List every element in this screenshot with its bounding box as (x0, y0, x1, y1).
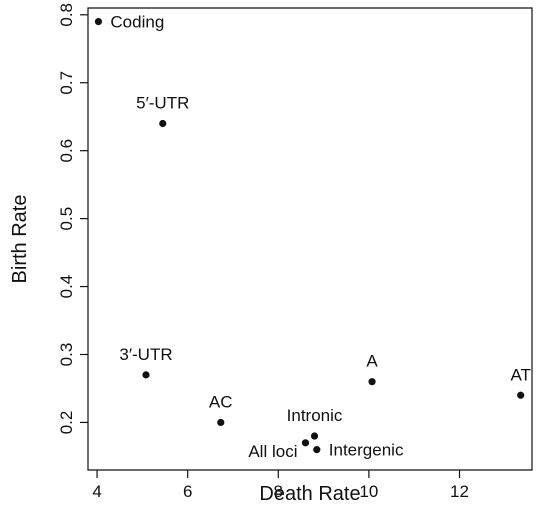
y-tick-label: 0.3 (57, 343, 76, 367)
x-tick-label: 8 (274, 482, 283, 501)
y-axis-title: Birth Rate (9, 195, 31, 284)
data-point (142, 371, 150, 379)
y-tick-label: 0.8 (57, 3, 76, 27)
x-tick-label: 4 (92, 482, 101, 501)
axis-frame (87, 7, 533, 471)
x-tick-label: 12 (450, 482, 469, 501)
data-point (368, 378, 376, 386)
point-label: Intronic (287, 406, 343, 425)
point-label: 5′-UTR (136, 94, 189, 113)
data-point (159, 119, 167, 128)
data-point (517, 391, 525, 399)
x-tick-label: 6 (183, 482, 192, 501)
point-label: AT (510, 365, 530, 384)
y-tick-label: 0.2 (57, 411, 76, 435)
point-label: 3′-UTR (119, 345, 172, 364)
data-point (310, 432, 319, 440)
axes: 4 6 8 10 12 0.2 0.3 0.4 0.5 0.6 0.7 0.8 (57, 3, 533, 501)
x-tick-label: 10 (359, 482, 378, 501)
x-ticks: 4 6 8 10 12 (92, 470, 469, 501)
data-point (94, 17, 103, 26)
data-point (301, 439, 310, 447)
data-point (217, 418, 225, 427)
y-tick-label: 0.6 (57, 139, 76, 163)
point-label: AC (209, 392, 233, 411)
y-tick-label: 0.5 (57, 207, 76, 231)
x-axis-title: Death Rate (259, 483, 360, 505)
data-points: Coding 5′-UTR 3′-UTR AC All loci Intronic Inte… (94, 13, 531, 461)
data-point (313, 446, 321, 454)
point-label: A (366, 352, 378, 371)
y-tick-label: 0.4 (57, 275, 76, 299)
point-label: Intergenic (329, 441, 404, 460)
y-ticks: 0.2 0.3 0.4 0.5 0.6 0.7 0.8 (57, 3, 88, 434)
point-label: All loci (248, 442, 297, 461)
point-label: Coding (110, 13, 164, 32)
y-tick-label: 0.7 (57, 71, 76, 95)
